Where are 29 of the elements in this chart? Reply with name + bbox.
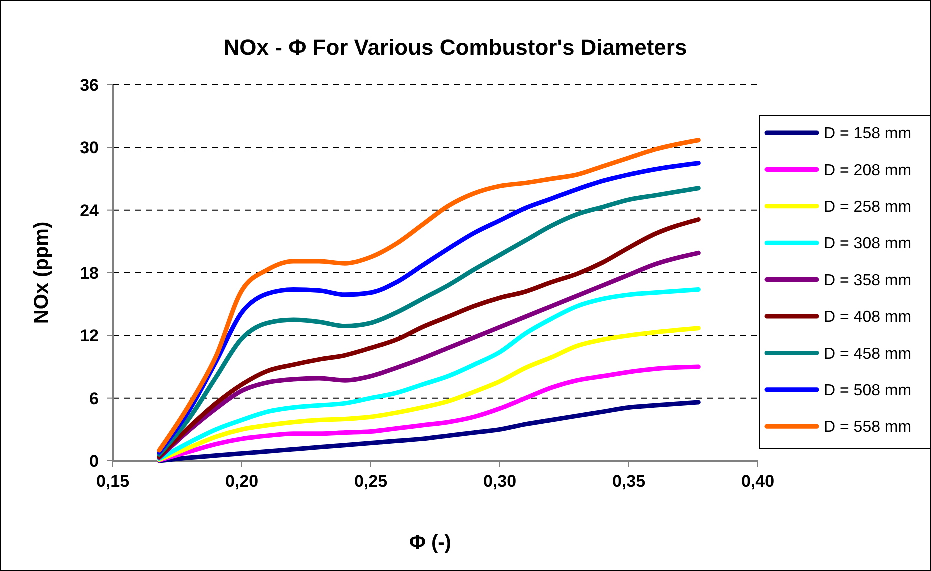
legend-label: D = 358 mm bbox=[824, 272, 912, 290]
legend-label: D = 258 mm bbox=[824, 199, 912, 216]
x-tick-label: 0,15 bbox=[96, 472, 130, 491]
legend-label: D = 408 mm bbox=[824, 309, 912, 326]
y-tick-label: 0 bbox=[90, 452, 99, 471]
legend-label: D = 458 mm bbox=[824, 346, 912, 363]
y-tick-label: 18 bbox=[80, 264, 99, 283]
legend-label: D = 508 mm bbox=[824, 382, 912, 400]
legend-label: D = 308 mm bbox=[824, 236, 912, 253]
legend-label: D = 208 mm bbox=[824, 162, 912, 180]
x-axis-title: Φ (-) bbox=[410, 532, 452, 554]
x-tick-label: 0,30 bbox=[483, 472, 517, 491]
line-series bbox=[157, 364, 701, 463]
x-tick-label: 0,20 bbox=[225, 472, 259, 491]
line-series bbox=[157, 326, 701, 462]
x-tick-label: 0,25 bbox=[354, 472, 388, 491]
legend-label: D = 558 mm bbox=[824, 419, 912, 436]
line-series bbox=[157, 400, 701, 464]
chart-title: NOx - Φ For Various Combustor's Diameters bbox=[224, 35, 688, 60]
y-axis-title: NOx (ppm) bbox=[31, 222, 53, 324]
y-tick-label: 24 bbox=[80, 201, 100, 220]
legend-label: D = 158 mm bbox=[824, 126, 912, 143]
y-tick-label: 12 bbox=[80, 326, 99, 346]
line-series bbox=[157, 287, 701, 462]
y-tick-label: 36 bbox=[80, 76, 99, 95]
x-tick-label: 0,35 bbox=[612, 472, 646, 491]
x-tick-label: 0,40 bbox=[741, 472, 775, 491]
y-tick-label: 30 bbox=[80, 138, 99, 158]
y-tick-label: 6 bbox=[90, 389, 99, 408]
